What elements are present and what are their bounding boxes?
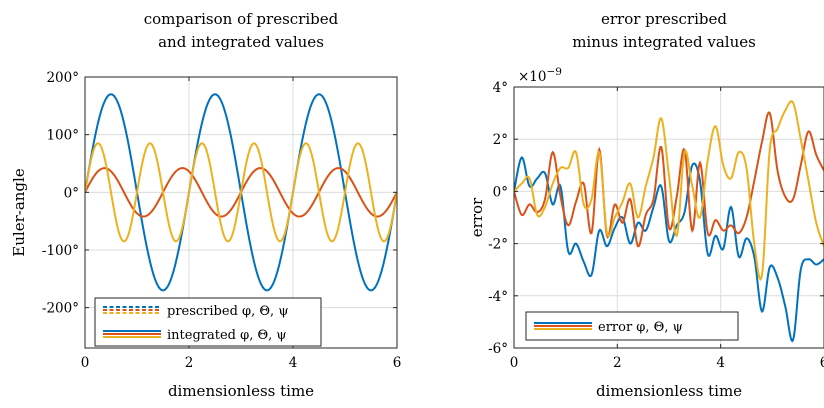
chart-title-line: comparison of prescribed — [144, 10, 339, 28]
series-line-2 — [514, 111, 824, 248]
x-tick-label: 6 — [820, 355, 824, 371]
y-tick-label: 100° — [46, 128, 79, 144]
legend: error φ, Θ, ψ — [525, 311, 739, 341]
chart-title-line: and integrated values — [158, 33, 324, 51]
x-tick-label: 2 — [613, 355, 622, 371]
axes-box — [513, 86, 824, 349]
y-tick-label: -200° — [42, 301, 79, 317]
legend-label: integrated φ, Θ, ψ — [167, 328, 287, 343]
x-tick-label: 0 — [81, 355, 90, 371]
series-line-3 — [85, 142, 397, 243]
y-tick-label: 2° — [493, 132, 508, 148]
series-line-1 — [514, 156, 824, 343]
y-exponent-base: ×10 — [518, 69, 547, 85]
chart-title: comparison of prescribed and integrated v… — [144, 10, 339, 51]
x-axis-label: dimensionless time — [596, 382, 742, 400]
y-tick-label: 0° — [64, 185, 79, 201]
series-group — [514, 100, 824, 343]
y-exponent-power: −9 — [547, 66, 562, 78]
chart-title-line: error prescribed — [601, 10, 727, 28]
y-tick-label: -4° — [488, 289, 508, 305]
x-axis-label: dimensionless time — [168, 382, 314, 400]
y-tick-label: 0° — [493, 184, 508, 200]
legend: prescribed φ, Θ, ψ integrated φ, Θ, ψ — [94, 297, 322, 347]
legend-label: error φ, Θ, ψ — [598, 320, 683, 335]
x-tick-label: 6 — [393, 355, 402, 371]
y-tick-label: -6° — [488, 341, 508, 357]
y-exponent-label: ×10−9 — [518, 66, 562, 85]
series-line-3 — [514, 100, 824, 282]
x-tick-label: 0 — [510, 355, 519, 371]
chart-right-error: error prescribed minus integrated values 0… — [468, 10, 824, 400]
chart-left-euler-angles: comparison of prescribed and integrated v… — [10, 10, 401, 400]
series-group — [85, 93, 397, 292]
y-axis-label: error — [468, 197, 486, 237]
axes-box — [84, 76, 398, 349]
y-axis-label: Euler-angle — [10, 168, 28, 257]
y-tick-label: -100° — [42, 243, 79, 259]
x-tick-label: 4 — [289, 355, 298, 371]
chart-title: error prescribed minus integrated values — [572, 10, 756, 51]
chart-title-line: minus integrated values — [572, 33, 756, 51]
y-tick-label: 200° — [46, 70, 79, 86]
legend-label: prescribed φ, Θ, ψ — [167, 304, 289, 319]
x-tick-label: 4 — [716, 355, 725, 371]
y-tick-label: -2° — [488, 237, 508, 253]
x-tick-label: 2 — [185, 355, 194, 371]
y-tick-label: 4° — [493, 80, 508, 96]
